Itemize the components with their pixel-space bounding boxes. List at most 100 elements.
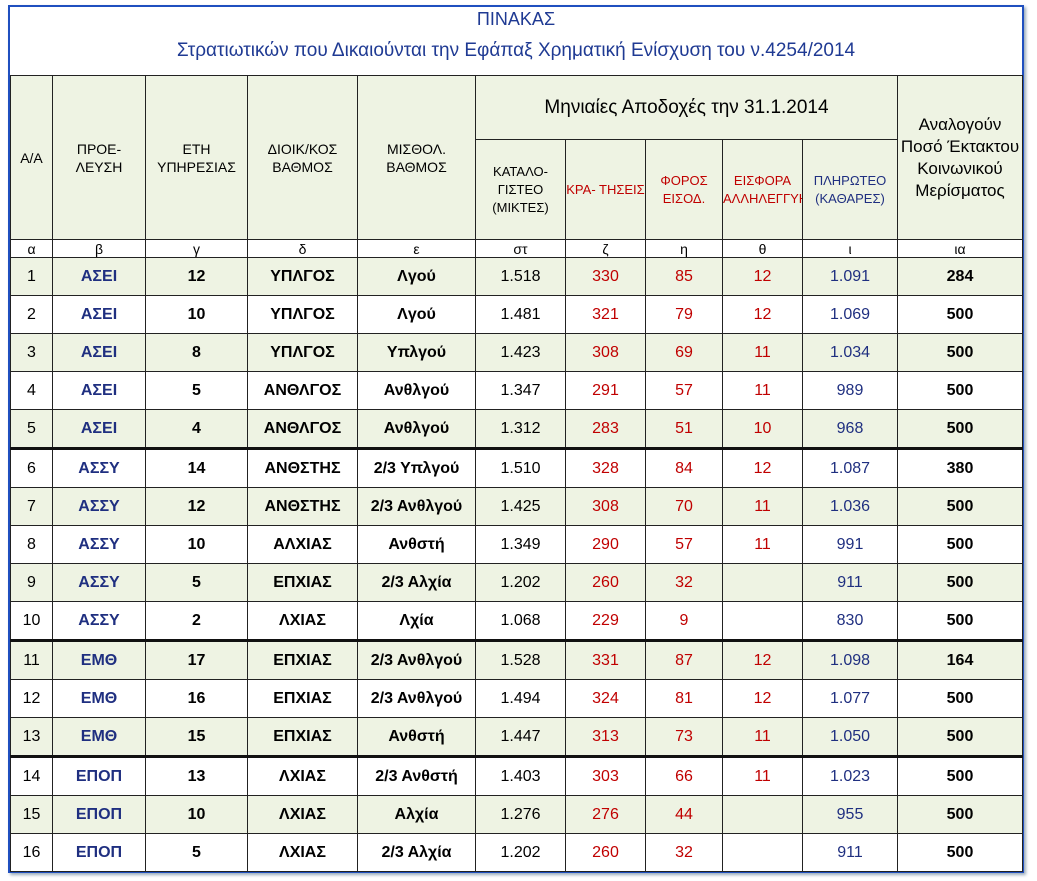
cell: 57 (645, 371, 723, 410)
cell: 15 (145, 717, 248, 757)
cell: 308 (565, 487, 646, 526)
cell: ΑΣΣΥ (52, 601, 146, 641)
cell: ΑΣΕΙ (52, 409, 146, 449)
cell: 1.518 (475, 257, 566, 296)
cell: Λγού (357, 257, 476, 296)
cell: ΥΠΛΓΟΣ (247, 333, 358, 372)
data-row: 9 ΑΣΣΥ 5 ΕΠΧΙΑΣ 2/3 Αλχία 1.202 260 32 911 500 (10, 563, 1023, 602)
cell: 500 (897, 717, 1023, 757)
cell: ΑΝΘΛΓΟΣ (247, 371, 358, 410)
cell: 2 (145, 601, 248, 641)
cell: 2/3 Ανθλγού (357, 487, 476, 526)
cell: ΥΠΛΓΟΣ (247, 295, 358, 334)
cell: 500 (897, 371, 1023, 410)
header-cell: ΕΙΣΦΟΡΑ ΑΛΛΗΛΕΓΓΥΗΣ (722, 139, 803, 240)
cell: ΕΜΘ (52, 639, 146, 680)
letter-cell: ι (802, 239, 898, 258)
cell: ΕΠΟΠ (52, 755, 146, 796)
cell: 1.510 (475, 447, 566, 488)
header-cell: ΔΙΟΙΚ/ΚΟΣ ΒΑΘΜΟΣ (247, 75, 358, 240)
letter-cell: ια (897, 239, 1023, 258)
cell: 911 (802, 833, 898, 872)
cell (722, 601, 803, 641)
cell: 1.423 (475, 333, 566, 372)
cell: 10 (145, 795, 248, 834)
data-row: 7 ΑΣΣΥ 12 ΑΝΘΣΤΗΣ 2/3 Ανθλγού 1.425 308 70 11 1.0… (10, 487, 1023, 526)
cell: 500 (897, 833, 1023, 872)
cell: 1.528 (475, 639, 566, 680)
table-body: α β γ δ ε στ ζ η θ ι ια 1 ΑΣΕΙ 12 ΥΠΛΓΟΣ Λγού 1.518 330 85… (10, 239, 1023, 872)
cell: 911 (802, 563, 898, 602)
cell: 1.036 (802, 487, 898, 526)
cell: ΑΣΕΙ (52, 295, 146, 334)
data-row: 2 ΑΣΕΙ 10 ΥΠΛΓΟΣ Λγού 1.481 321 79 12 1.069 500 (10, 295, 1023, 334)
cell: 1.077 (802, 679, 898, 718)
cell: 5 (145, 563, 248, 602)
cell: 830 (802, 601, 898, 641)
cell (722, 563, 803, 602)
cell: 1.347 (475, 371, 566, 410)
subtitle: Στρατιωτικών που Δικαιούνται την Εφάπαξ … (176, 40, 856, 61)
cell: 79 (645, 295, 723, 334)
data-row: 14 ΕΠΟΠ 13 ΛΧΙΑΣ 2/3 Ανθστή 1.403 303 66 11 1.023… (10, 755, 1023, 796)
cell: 500 (897, 601, 1023, 641)
cell: 14 (145, 447, 248, 488)
cell: 44 (645, 795, 723, 834)
data-row: 10 ΑΣΣΥ 2 ΛΧΙΑΣ Λχία 1.068 229 9 830 500 (10, 601, 1023, 641)
data-row: 5 ΑΣΕΙ 4 ΑΝΘΛΓΟΣ Ανθλγού 1.312 283 51 10 968 500 (10, 409, 1023, 449)
cell: 32 (645, 563, 723, 602)
letter-cell: β (52, 239, 146, 258)
cell: 989 (802, 371, 898, 410)
cell: Υπλγού (357, 333, 476, 372)
cell: 1.087 (802, 447, 898, 488)
cell: 12 (145, 487, 248, 526)
cell: 164 (897, 639, 1023, 680)
cell: Λγού (357, 295, 476, 334)
data-row: 8 ΑΣΣΥ 10 ΑΛΧΙΑΣ Ανθστή 1.349 290 57 11 991 500 (10, 525, 1023, 564)
cell: 85 (645, 257, 723, 296)
cell: 11 (722, 525, 803, 564)
cell: 17 (145, 639, 248, 680)
cell: 1.091 (802, 257, 898, 296)
cell: ΕΠΟΠ (52, 795, 146, 834)
cell: 51 (645, 409, 723, 449)
cell: 968 (802, 409, 898, 449)
cell: 1.202 (475, 563, 566, 602)
cell: 1 (10, 257, 53, 296)
cell: ΑΣΣΥ (52, 487, 146, 526)
cell: 16 (145, 679, 248, 718)
cell: 955 (802, 795, 898, 834)
data-row: 3 ΑΣΕΙ 8 ΥΠΛΓΟΣ Υπλγού 1.423 308 69 11 1.034 500 (10, 333, 1023, 372)
cell: ΥΠΛΓΟΣ (247, 257, 358, 296)
frame: ΠΙΝΑΚΑΣ Στρατιωτικών που Δικαιούνται την… (8, 5, 1024, 873)
cell: ΑΣΕΙ (52, 257, 146, 296)
letter-cell: α (10, 239, 53, 258)
letter-cell: γ (145, 239, 248, 258)
letter-cell: η (645, 239, 723, 258)
header-cell: ΠΡΟΕ- ΛΕΥΣΗ (52, 75, 146, 240)
cell: 283 (565, 409, 646, 449)
data-row: 11 ΕΜΘ 17 ΕΠΧΙΑΣ 2/3 Ανθλγού 1.528 331 87 12 1.09… (10, 639, 1023, 680)
cell: 1.403 (475, 755, 566, 796)
cell: ΕΠΧΙΑΣ (247, 563, 358, 602)
cell: ΛΧΙΑΣ (247, 795, 358, 834)
cell: 6 (10, 447, 53, 488)
cell: 5 (145, 833, 248, 872)
cell: 73 (645, 717, 723, 757)
data-row: 1 ΑΣΕΙ 12 ΥΠΛΓΟΣ Λγού 1.518 330 85 12 1.091 284 (10, 257, 1023, 296)
cell: 1.068 (475, 601, 566, 641)
cell: 11 (722, 371, 803, 410)
cell: 500 (897, 795, 1023, 834)
cell: 2/3 Αλχία (357, 833, 476, 872)
cell: 500 (897, 409, 1023, 449)
cell: 14 (10, 755, 53, 796)
cell: 330 (565, 257, 646, 296)
title: ΠΙΝΑΚΑΣ (476, 9, 556, 29)
cell: 10 (722, 409, 803, 449)
cell: ΛΧΙΑΣ (247, 755, 358, 796)
cell (722, 833, 803, 872)
cell: 500 (897, 525, 1023, 564)
cell: 500 (897, 563, 1023, 602)
cell: 2/3 Αλχία (357, 563, 476, 602)
